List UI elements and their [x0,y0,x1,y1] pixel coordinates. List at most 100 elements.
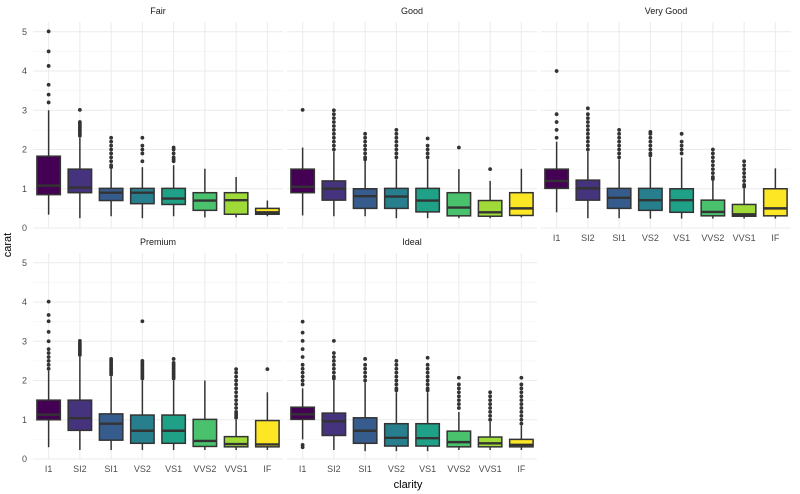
outlier-point [679,151,684,156]
outlier-point [331,362,336,367]
outlier-point [331,355,336,359]
box-vs2 [383,359,409,452]
box-body [161,414,187,445]
outlier-point [234,402,239,406]
outlier-point [554,135,559,140]
box-si1 [606,128,632,219]
outlier-point [363,151,368,156]
box-vvs2 [446,145,472,219]
box-body [383,422,409,447]
outlier-point [46,351,51,355]
x-tick-label: I1 [45,464,53,474]
outlier-point [425,147,430,152]
box-if [508,168,534,218]
facet-panel-fair: Fair 0 1 2 3 4 5 [22,6,283,233]
outlier-point [488,394,493,399]
outlier-point [331,112,336,117]
facet-panel-very-good: Very Good I1 SI2 SI1 VS2 VS1 VVS2 VVS1 IF [541,6,791,243]
outlier-point [331,338,336,343]
outlier-point [648,147,653,152]
box-body [544,168,570,190]
outlier-point [171,360,176,365]
box-vvs1 [477,167,503,219]
outlier-point [171,145,176,150]
outlier-point [394,370,399,375]
outlier-point [742,175,747,179]
outlier-point [742,171,747,175]
outlier-point [331,108,336,113]
box-body [352,188,378,210]
x-tick-label: SI1 [358,464,372,474]
box-body [290,168,316,194]
outlier-point [519,375,524,380]
outlier-point [554,112,559,117]
x-tick-label: SI2 [73,464,87,474]
box-vvs1 [731,159,757,219]
outlier-point [425,374,430,379]
outlier-point [425,143,430,148]
facet-title: Very Good [645,6,688,16]
facet-panels: Fair 0 1 2 3 4 5 Good Very Good I1 SI2 SI1 VS2 VS1 VVS… [22,6,791,474]
outlier-point [488,417,493,422]
outlier-point [140,135,145,140]
outlier-point [300,382,305,387]
outlier-point [585,135,590,140]
x-tick-label: VVS1 [479,464,502,474]
outlier-point [585,112,590,117]
box-si1 [98,135,124,217]
outlier-point [617,143,622,148]
outlier-point [331,374,336,379]
x-tick-label: VVS2 [193,464,216,474]
outlier-point [456,382,461,387]
outlier-point [617,155,622,160]
box-si1 [98,357,124,450]
box-body [477,199,503,217]
outlier-point [710,159,715,164]
outlier-point [234,382,239,387]
outlier-point [456,390,461,395]
box-body [223,191,249,216]
outlier-point [46,299,51,304]
outlier-point [456,402,461,406]
outlier-point [300,355,305,359]
facet-panel-good: Good [287,6,537,229]
outlier-point [331,135,336,140]
outlier-point [331,131,336,136]
outlier-point [331,116,336,121]
x-tick-label: I1 [553,233,561,243]
outlier-point [46,100,51,105]
outlier-point [456,394,461,399]
outlier-point [519,386,524,391]
outlier-point [46,92,51,97]
outlier-point [710,163,715,168]
outlier-point [331,139,336,144]
outlier-point [648,143,653,148]
outlier-point [77,338,82,343]
box-si1 [352,357,378,452]
box-body [98,187,124,202]
outlier-point [77,107,82,112]
box-vs2 [383,128,409,219]
outlier-point [425,378,430,383]
x-tick-label: VS1 [673,233,690,243]
outlier-point [331,124,336,128]
outlier-point [425,386,430,391]
outlier-point [488,413,493,418]
box-vs1 [669,131,695,219]
x-tick-label: VS2 [388,464,405,474]
outlier-point [46,355,51,359]
box-body [36,155,62,196]
box-body [446,191,472,217]
outlier-point [585,128,590,132]
outlier-point [519,382,524,387]
outlier-point [46,29,51,34]
outlier-point [234,367,239,372]
box-vvs2 [192,168,218,218]
outlier-point [394,139,399,144]
x-tick-label: VVS1 [733,233,756,243]
outlier-point [554,69,559,73]
box-si1 [352,131,378,217]
outlier-point [46,347,51,352]
outlier-point [585,143,590,148]
